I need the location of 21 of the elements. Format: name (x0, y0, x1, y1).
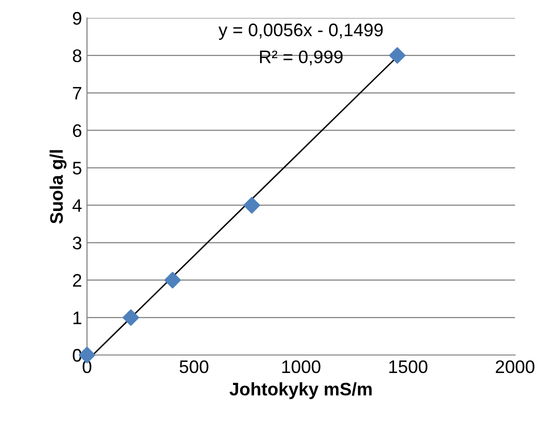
y-tick-label: 5 (72, 162, 82, 174)
y-tick-label: 3 (72, 236, 82, 250)
point (389, 47, 406, 64)
annotation: y = 0,0056x - 0,1499 (218, 24, 383, 40)
y-tick-label: 7 (73, 87, 82, 100)
y-axis-title: Suola g/l (50, 150, 67, 224)
point (164, 272, 181, 288)
y-tick-label: 6 (73, 124, 82, 138)
point (243, 196, 260, 214)
annotation: R² = 0,999 (260, 50, 343, 66)
x-axis-title: Johtokyky mS/m (230, 382, 372, 400)
y-tick-label: 9 (72, 12, 82, 25)
x-tick-label: 2000 (496, 360, 534, 374)
x-tick-label: 1000 (282, 360, 320, 374)
y-tick-label: 8 (72, 49, 82, 62)
y-tick-label: 1 (73, 312, 82, 324)
point (122, 309, 140, 326)
y-tick-label: 4 (72, 199, 82, 212)
x-tick-label: 1500 (389, 360, 428, 374)
y-tick-label: 2 (73, 274, 82, 287)
x-tick-label: 500 (180, 360, 208, 374)
